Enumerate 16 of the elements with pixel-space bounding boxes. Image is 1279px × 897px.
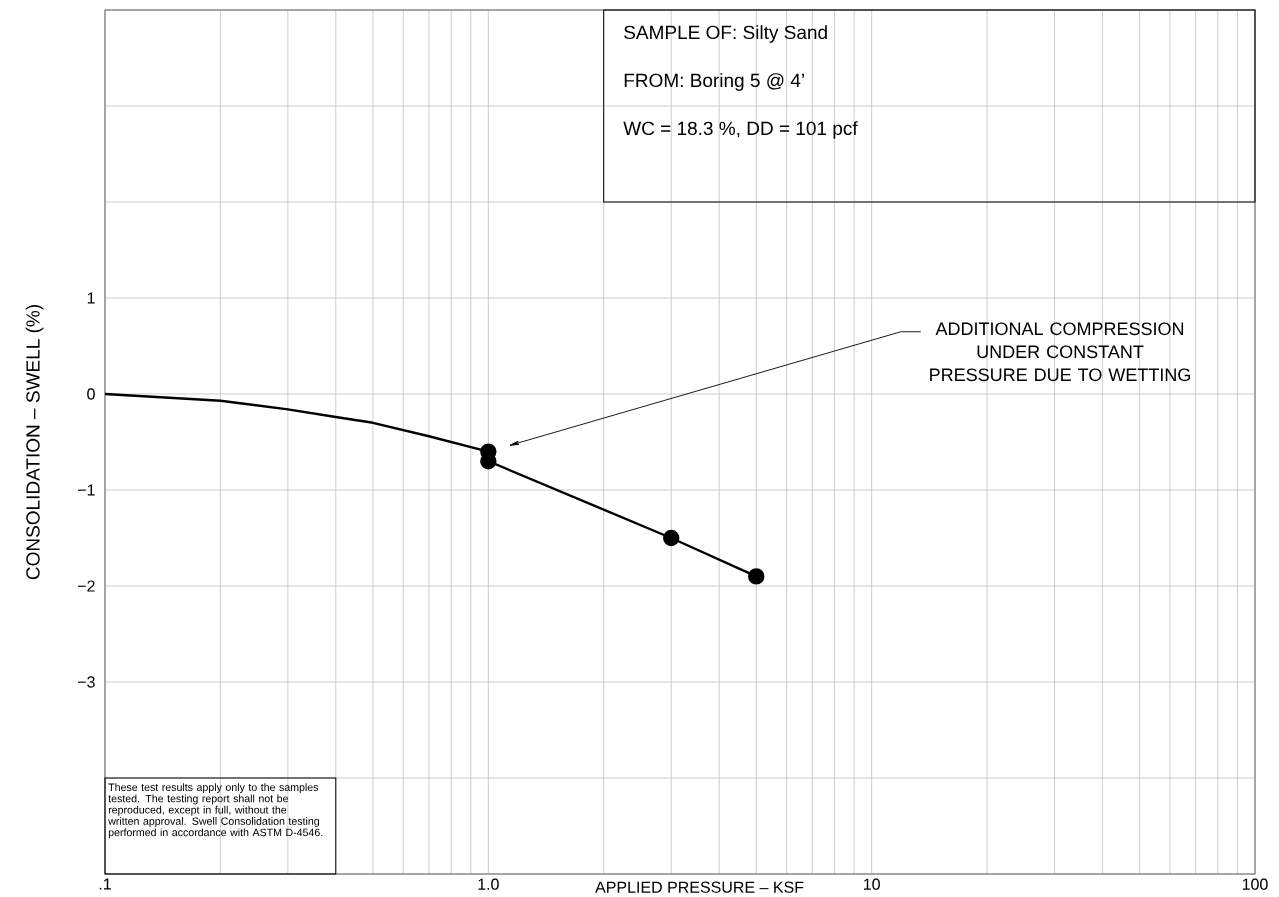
annotation: ADDITIONAL COMPRESSION UNDER CONSTANT PRESSURE DUE TO WETTING — [930, 322, 1190, 382]
annotation: These test results apply only to the samples tested. The testing report shall not be reproduced, except in full, without the written approval. Swell Consolidation testing performed in accordance with ASTM D-4546. — [108, 783, 323, 839]
x-tick-label: 10 — [863, 878, 880, 890]
y-tick-label: −2 — [78, 580, 95, 592]
annotation: SAMPLE OF: Silty Sand — [624, 25, 827, 43]
y-tick-label: 1 — [87, 292, 95, 304]
x-tick-label: .1 — [99, 878, 111, 890]
x-tick-label: 100 — [1242, 878, 1268, 890]
x-tick-label: 1.0 — [478, 878, 499, 890]
y-tick-label: −1 — [78, 484, 95, 496]
annotation: FROM: Boring 5 @ 4’ — [624, 73, 804, 91]
x-axis-title: APPLIED PRESSURE – KSF — [595, 881, 804, 893]
annotation: WC = 18.3 %, DD = 101 pcf — [623, 121, 858, 139]
y-tick-label: 0 — [87, 388, 95, 400]
y-tick-label: −3 — [78, 676, 95, 688]
y-axis-title: CONSOLIDATION – SWELL (%) — [25, 305, 44, 580]
